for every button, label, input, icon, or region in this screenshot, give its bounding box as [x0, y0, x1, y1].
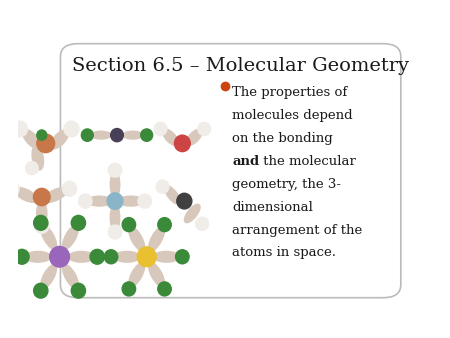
Circle shape: [37, 134, 54, 153]
Ellipse shape: [44, 188, 68, 202]
Circle shape: [138, 194, 152, 208]
Ellipse shape: [25, 251, 51, 262]
Ellipse shape: [14, 188, 38, 202]
Circle shape: [196, 217, 208, 231]
Circle shape: [71, 283, 86, 298]
Circle shape: [33, 188, 50, 206]
Circle shape: [107, 193, 123, 209]
Circle shape: [26, 162, 38, 175]
Circle shape: [156, 180, 169, 193]
Circle shape: [5, 181, 19, 196]
Circle shape: [111, 128, 123, 142]
Ellipse shape: [110, 171, 120, 198]
Ellipse shape: [186, 129, 202, 145]
Ellipse shape: [50, 130, 69, 149]
Circle shape: [64, 121, 79, 137]
Ellipse shape: [149, 227, 164, 251]
Circle shape: [15, 249, 29, 264]
Text: The properties of: The properties of: [232, 86, 347, 99]
Circle shape: [35, 218, 49, 233]
Ellipse shape: [22, 130, 41, 149]
Ellipse shape: [91, 131, 111, 139]
Ellipse shape: [86, 196, 112, 206]
Ellipse shape: [68, 251, 94, 262]
Circle shape: [63, 181, 76, 196]
Ellipse shape: [114, 251, 140, 262]
Ellipse shape: [110, 204, 120, 231]
Text: arrangement of the: arrangement of the: [232, 223, 363, 237]
Ellipse shape: [41, 265, 57, 288]
Circle shape: [34, 283, 48, 298]
Ellipse shape: [32, 146, 44, 170]
Circle shape: [175, 135, 190, 152]
Ellipse shape: [149, 263, 164, 287]
Circle shape: [141, 129, 153, 141]
Circle shape: [158, 282, 171, 296]
Ellipse shape: [123, 131, 143, 139]
Circle shape: [79, 194, 92, 208]
Ellipse shape: [184, 204, 200, 223]
Text: dimensional: dimensional: [232, 201, 313, 214]
Ellipse shape: [165, 186, 180, 204]
Circle shape: [198, 122, 211, 136]
Text: and: and: [232, 155, 260, 168]
Circle shape: [177, 193, 192, 209]
Ellipse shape: [129, 263, 144, 287]
Circle shape: [108, 225, 122, 239]
Circle shape: [50, 246, 69, 267]
Circle shape: [176, 250, 189, 264]
Circle shape: [71, 215, 86, 230]
FancyBboxPatch shape: [60, 44, 401, 298]
Text: the molecular: the molecular: [260, 155, 356, 168]
Circle shape: [104, 250, 118, 264]
Ellipse shape: [153, 251, 180, 262]
Circle shape: [122, 218, 135, 232]
Circle shape: [108, 163, 122, 177]
Ellipse shape: [63, 265, 78, 288]
Circle shape: [154, 122, 167, 136]
Text: Section 6.5 – Molecular Geometry: Section 6.5 – Molecular Geometry: [72, 57, 409, 75]
Circle shape: [37, 130, 47, 140]
Circle shape: [34, 215, 48, 230]
Text: on the bonding: on the bonding: [232, 132, 333, 145]
Circle shape: [13, 121, 27, 137]
Circle shape: [137, 247, 156, 267]
Ellipse shape: [63, 225, 78, 249]
Circle shape: [81, 129, 93, 141]
Ellipse shape: [41, 225, 57, 249]
Ellipse shape: [163, 129, 178, 145]
Ellipse shape: [36, 201, 47, 226]
Circle shape: [122, 282, 135, 296]
Text: geometry, the 3-: geometry, the 3-: [232, 178, 342, 191]
Circle shape: [90, 249, 104, 264]
Circle shape: [158, 218, 171, 232]
Text: atoms in space.: atoms in space.: [232, 246, 336, 260]
Ellipse shape: [118, 196, 144, 206]
Ellipse shape: [129, 227, 144, 251]
Text: molecules depend: molecules depend: [232, 109, 353, 122]
